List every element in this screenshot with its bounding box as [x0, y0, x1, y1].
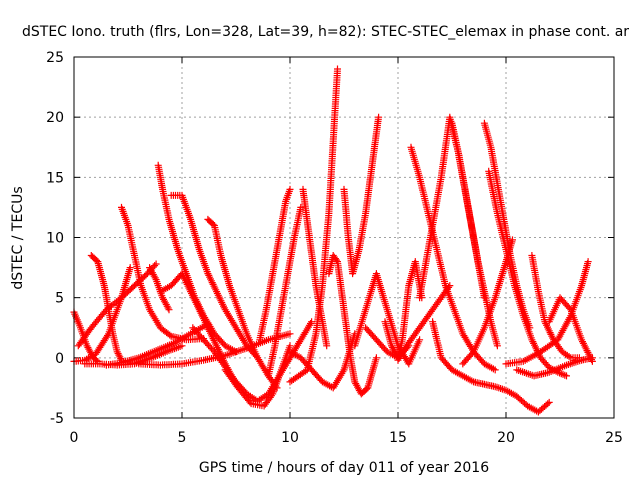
data-series	[325, 252, 380, 398]
data-series	[480, 119, 534, 332]
data-point	[151, 274, 159, 282]
data-series	[146, 264, 173, 314]
x-axis-label: GPS time / hours of day 011 of year 2016	[199, 460, 489, 476]
data-points	[70, 65, 596, 416]
data-series	[87, 252, 125, 364]
data-point	[104, 332, 111, 339]
data-point	[164, 304, 172, 312]
data-point	[126, 264, 134, 272]
data-series	[256, 185, 294, 344]
data-point	[588, 354, 596, 362]
x-tick-label: 0	[70, 430, 79, 446]
plot-frame	[73, 56, 615, 419]
data-point	[114, 350, 122, 357]
data-series	[154, 161, 240, 356]
y-tick-label: 10	[46, 231, 64, 247]
data-series	[135, 330, 294, 369]
data-series	[340, 113, 383, 278]
data-point	[563, 372, 570, 380]
data-point	[152, 260, 160, 268]
data-point	[491, 366, 499, 374]
y-tick-label: 20	[46, 110, 64, 126]
data-point	[416, 336, 424, 344]
data-point	[116, 353, 124, 361]
data-series	[221, 342, 294, 410]
data-series	[429, 318, 553, 416]
data-series	[528, 252, 583, 362]
data-series	[264, 203, 305, 380]
data-point	[151, 262, 159, 270]
data-point	[375, 113, 383, 121]
data-point	[286, 330, 294, 338]
data-point	[493, 342, 501, 350]
data-point	[509, 236, 516, 244]
data-point	[557, 370, 565, 378]
data-point	[332, 256, 340, 264]
data-series	[286, 65, 341, 386]
data-series	[407, 143, 499, 374]
data-series	[74, 260, 160, 350]
data-series	[299, 185, 331, 350]
data-point	[178, 342, 186, 350]
data-point	[297, 203, 305, 211]
data-point	[372, 354, 380, 362]
data-point	[544, 400, 552, 408]
data-point	[308, 318, 316, 326]
data-point	[334, 65, 341, 73]
x-tick-label: 10	[281, 430, 299, 446]
data-point	[561, 371, 569, 379]
data-series	[459, 236, 516, 368]
y-axis-label: dSTEC / TECUs	[10, 186, 26, 289]
data-point	[165, 306, 173, 314]
y-tick-label: 0	[55, 351, 64, 367]
x-tick-label: 25	[605, 430, 623, 446]
data-point	[556, 369, 564, 377]
data-point	[92, 356, 100, 364]
y-tick-label: -5	[50, 411, 64, 427]
data-series	[513, 354, 596, 380]
data-point	[545, 398, 553, 406]
data-point	[286, 342, 294, 350]
chart-title: dSTEC Iono. truth (flrs, Lon=328, Lat=39…	[22, 24, 629, 40]
data-point	[286, 185, 294, 193]
data-series	[545, 294, 596, 365]
data-point	[565, 353, 573, 361]
y-tick-label: 25	[46, 50, 64, 66]
data-point	[113, 348, 121, 356]
data-series	[351, 270, 424, 368]
data-point	[584, 258, 592, 266]
x-axis: 0 5 10 15 20 25	[70, 57, 623, 446]
y-tick-label: 15	[46, 170, 64, 186]
data-point	[166, 331, 174, 339]
y-tick-label: 5	[55, 291, 64, 307]
x-tick-label: 5	[178, 430, 187, 446]
x-tick-label: 20	[497, 430, 515, 446]
data-point	[323, 342, 331, 350]
x-tick-label: 15	[389, 430, 407, 446]
